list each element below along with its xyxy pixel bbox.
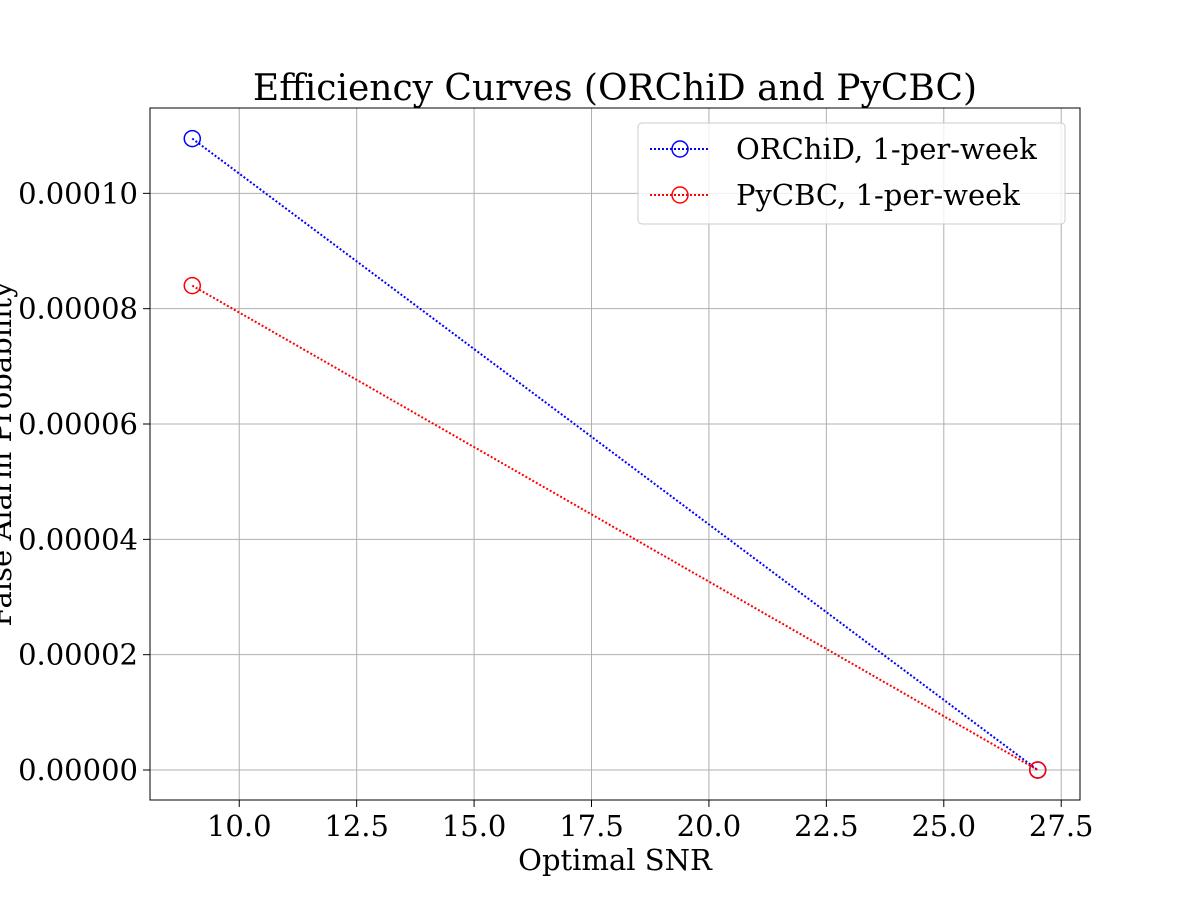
data-point (183, 276, 202, 295)
legend-marker-swatch (671, 186, 689, 204)
y-tick-label: 0.00008 (18, 292, 138, 326)
y-axis-label: False Alarm Probability (0, 281, 18, 627)
series-1 (183, 276, 1047, 779)
x-axis-label: Optimal SNR (518, 843, 713, 877)
legend-item: PyCBC, 1-per-week (650, 178, 1020, 212)
series-lines (183, 129, 1047, 779)
legend-label: ORChiD, 1-per-week (736, 132, 1037, 166)
x-tick-label: 12.5 (324, 809, 389, 843)
y-tick-label: 0.00004 (18, 522, 138, 556)
legend-marker-swatch (671, 140, 689, 158)
legend-item: ORChiD, 1-per-week (650, 132, 1037, 166)
y-tick-label: 0.00000 (18, 753, 138, 787)
x-tick-label: 15.0 (442, 809, 507, 843)
x-tick-label: 27.5 (1029, 809, 1094, 843)
axis-ticks: 10.0 12.5 15.0 17.5 20.0 22.5 25.0 27.5 0.00000 0… (18, 176, 1093, 843)
y-tick-label: 0.00002 (18, 638, 138, 672)
data-point (1028, 761, 1047, 779)
legend: ORChiD, 1-per-week PyCBC, 1-per-week (637, 122, 1066, 225)
y-tick-label: 0.00010 (18, 176, 138, 210)
x-tick-label: 20.0 (677, 809, 742, 843)
legend-box (637, 122, 1066, 225)
y-tick-label: 0.00006 (18, 407, 138, 441)
x-tick-label: 22.5 (794, 809, 859, 843)
x-tick-label: 25.0 (911, 809, 976, 843)
chart-title: Efficiency Curves (ORChiD and PyCBC) (253, 68, 977, 109)
legend-label: PyCBC, 1-per-week (736, 178, 1020, 212)
data-point (183, 129, 202, 148)
plot-area-frame (149, 107, 1081, 801)
x-tick-label: 10.0 (207, 809, 272, 843)
x-tick-label: 17.5 (559, 809, 624, 843)
